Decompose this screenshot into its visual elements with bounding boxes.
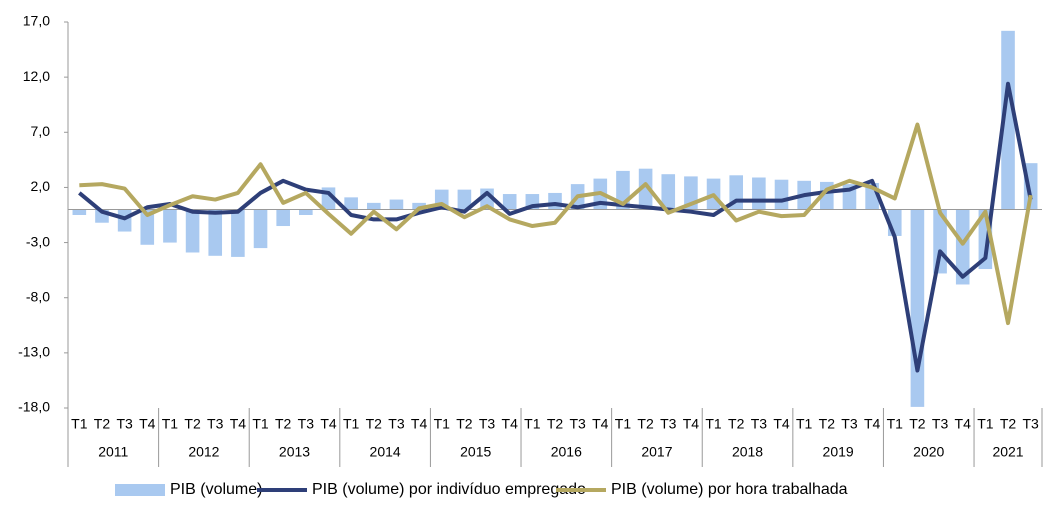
x-tick-label: T3 bbox=[841, 416, 858, 432]
group-label: 2018 bbox=[732, 444, 763, 460]
bar bbox=[163, 209, 177, 243]
x-tick-label: T1 bbox=[162, 416, 179, 432]
x-tick-label: T2 bbox=[94, 416, 111, 432]
x-tick-label: T1 bbox=[615, 416, 632, 432]
x-tick-label: T1 bbox=[796, 416, 813, 432]
bar bbox=[253, 209, 268, 249]
y-tick-label: -3,0 bbox=[26, 233, 50, 249]
legend-label: PIB (volume) bbox=[170, 481, 262, 498]
x-tick-label: T4 bbox=[955, 416, 972, 432]
y-tick-label: 7,0 bbox=[31, 123, 51, 139]
bar bbox=[366, 202, 381, 210]
bar bbox=[412, 202, 426, 210]
line-series bbox=[78, 81, 1033, 373]
bar bbox=[910, 209, 925, 407]
x-tick-label: T3 bbox=[751, 416, 768, 432]
x-tick-label: T3 bbox=[479, 416, 496, 432]
x-tick-label: T1 bbox=[524, 416, 541, 432]
bar bbox=[638, 168, 653, 210]
x-tick-label: T4 bbox=[139, 416, 156, 432]
legend-swatch bbox=[115, 484, 165, 496]
y-tick-label: 17,0 bbox=[23, 13, 50, 29]
x-tick-label: T2 bbox=[637, 416, 654, 432]
legend-label: PIB (volume) por hora trabalhada bbox=[611, 481, 848, 498]
y-tick-label: -8,0 bbox=[26, 288, 50, 304]
bar bbox=[72, 209, 87, 215]
y-tick-label: -18,0 bbox=[18, 399, 50, 415]
bar bbox=[752, 177, 766, 210]
x-tick-label: T4 bbox=[320, 416, 337, 432]
bar bbox=[185, 209, 200, 253]
bar bbox=[299, 209, 313, 215]
group-label: 2019 bbox=[823, 444, 854, 460]
x-tick-label: T3 bbox=[569, 416, 586, 432]
x-tick-label: T1 bbox=[977, 416, 994, 432]
x-tick-label: T4 bbox=[592, 416, 609, 432]
x-tick-label: T4 bbox=[864, 416, 881, 432]
bar bbox=[208, 209, 223, 256]
x-tick-label: T2 bbox=[1000, 416, 1017, 432]
group-label: 2020 bbox=[913, 444, 944, 460]
x-tick-label: T2 bbox=[819, 416, 836, 432]
bar bbox=[1001, 30, 1015, 210]
group-label: 2015 bbox=[460, 444, 491, 460]
bar bbox=[502, 194, 517, 210]
bar bbox=[344, 197, 358, 210]
group-label: 2011 bbox=[98, 444, 128, 460]
bar bbox=[774, 179, 789, 210]
x-tick-label: T4 bbox=[411, 416, 428, 432]
x-tick-label: T2 bbox=[547, 416, 564, 432]
x-tick-label: T3 bbox=[1023, 416, 1040, 432]
line-series bbox=[79, 122, 1033, 326]
x-tick-label: T2 bbox=[456, 416, 473, 432]
x-tick-label: T4 bbox=[773, 416, 790, 432]
x-tick-label: T2 bbox=[909, 416, 926, 432]
group-label: 2017 bbox=[641, 444, 672, 460]
group-label: 2013 bbox=[279, 444, 310, 460]
bar bbox=[231, 209, 245, 257]
bar bbox=[389, 199, 404, 210]
x-tick-label: T1 bbox=[252, 416, 269, 432]
bar bbox=[117, 209, 132, 232]
bar bbox=[661, 174, 676, 210]
x-tick-label: T2 bbox=[275, 416, 292, 432]
bar bbox=[457, 189, 472, 210]
x-tick-label: T4 bbox=[502, 416, 519, 432]
x-tick-label: T2 bbox=[728, 416, 745, 432]
y-tick-label: 12,0 bbox=[23, 68, 50, 84]
x-tick-label: T2 bbox=[184, 416, 201, 432]
bar bbox=[548, 192, 562, 210]
x-tick-label: T3 bbox=[932, 416, 949, 432]
x-tick-label: T3 bbox=[298, 416, 315, 432]
x-tick-label: T1 bbox=[705, 416, 722, 432]
x-tick-label: T3 bbox=[116, 416, 133, 432]
group-label: 2021 bbox=[992, 444, 1023, 460]
x-tick-label: T2 bbox=[366, 416, 383, 432]
bar bbox=[276, 209, 290, 227]
x-tick-label: T3 bbox=[207, 416, 224, 432]
group-label: 2012 bbox=[188, 444, 219, 460]
bar bbox=[955, 209, 970, 285]
x-tick-label: T4 bbox=[230, 416, 247, 432]
y-tick-label: -13,0 bbox=[18, 344, 50, 360]
legend-label: PIB (volume) por indivíduo empregado bbox=[312, 481, 586, 498]
x-tick-label: T1 bbox=[887, 416, 904, 432]
y-tick-label: 2,0 bbox=[31, 178, 51, 194]
group-label: 2014 bbox=[370, 444, 401, 460]
bar bbox=[140, 209, 155, 245]
x-tick-label: T1 bbox=[343, 416, 360, 432]
x-tick-label: T3 bbox=[388, 416, 405, 432]
x-tick-label: T4 bbox=[683, 416, 700, 432]
group-label: 2016 bbox=[551, 444, 582, 460]
x-tick-label: T1 bbox=[434, 416, 451, 432]
x-tick-label: T1 bbox=[71, 416, 88, 432]
x-tick-label: T3 bbox=[660, 416, 677, 432]
